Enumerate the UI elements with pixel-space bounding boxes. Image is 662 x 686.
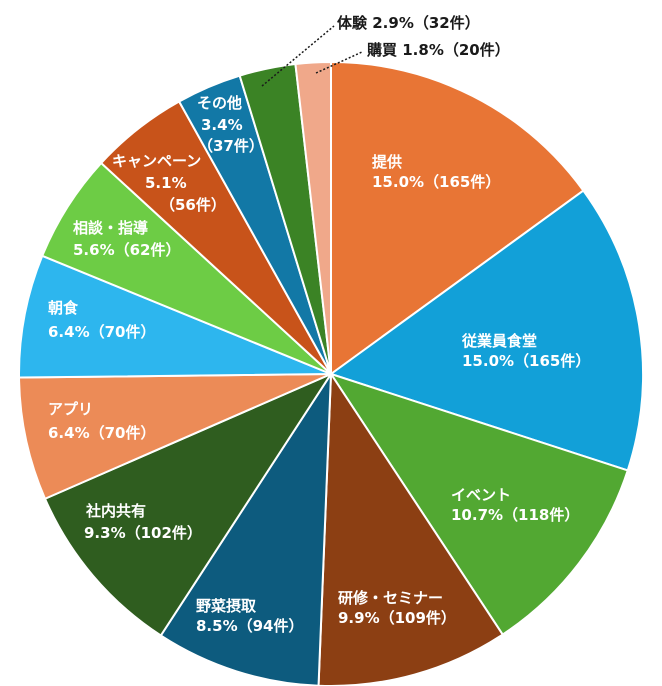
pie-slices xyxy=(18,60,644,686)
label-yasai-name: 野菜摂取 xyxy=(196,597,257,615)
label-campaign-count: （56件） xyxy=(160,196,226,214)
leader-lines xyxy=(261,25,363,87)
label-sonota-name: その他 xyxy=(197,94,242,112)
label-campaign-value: 5.1% xyxy=(145,174,187,192)
pie-slice-6 xyxy=(18,373,332,500)
pie-slice-1 xyxy=(330,189,644,472)
pie-slice-2 xyxy=(330,373,629,636)
leader-line-koubai xyxy=(315,51,363,74)
label-kenshu-name: 研修・セミナー xyxy=(338,589,443,607)
pie-slice-0 xyxy=(330,61,585,375)
label-kenshu-value: 9.9%（109件） xyxy=(338,609,456,627)
label-taiken: 体験 2.9%（32件） xyxy=(337,14,480,32)
label-appli-name: アプリ xyxy=(48,400,93,418)
label-campaign-name: キャンペーン xyxy=(112,152,201,170)
label-teikyo-name: 提供 xyxy=(372,153,402,171)
label-shokudo-name: 従業員食堂 xyxy=(461,332,537,350)
label-yasai-value: 8.5%（94件） xyxy=(196,617,303,635)
label-shanai-name: 社内共有 xyxy=(85,502,146,520)
label-sodan-name: 相談・指導 xyxy=(73,219,148,237)
label-event-name: イベント xyxy=(451,486,511,504)
label-sonota-value: 3.4% xyxy=(201,116,243,134)
label-shokudo-value: 15.0%（165件） xyxy=(462,352,590,370)
label-shanai-value: 9.3%（102件） xyxy=(84,524,202,542)
pie-slice-7 xyxy=(18,254,332,379)
slice-labels: 提供 15.0%（165件） 従業員食堂 15.0%（165件） イベント 10… xyxy=(48,14,590,635)
pie-slice-4 xyxy=(159,373,332,686)
label-koubai: 購買 1.8%（20件） xyxy=(366,41,510,59)
label-sodan-value: 5.6%（62件） xyxy=(73,241,180,259)
pie-slice-12 xyxy=(294,60,332,375)
label-appli-value: 6.4%（70件） xyxy=(48,424,155,442)
label-teikyo-value: 15.0%（165件） xyxy=(372,173,500,191)
label-sonota-count: （37件） xyxy=(198,137,264,155)
label-choshoku-name: 朝食 xyxy=(48,299,79,317)
label-event-value: 10.7%（118件） xyxy=(451,506,579,524)
label-choshoku-value: 6.4%（70件） xyxy=(48,323,155,341)
pie-slice-5 xyxy=(44,373,332,637)
